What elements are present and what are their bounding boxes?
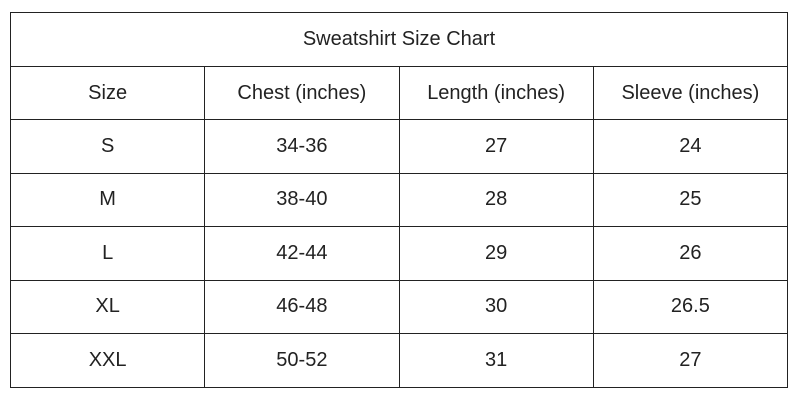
size-table: Sweatshirt Size Chart Size Chest (inches)… <box>9 12 789 388</box>
table-cell: XXL <box>9 333 206 388</box>
table-row: XL 46-48 30 26.5 <box>9 279 789 334</box>
table-row: M 38-40 28 25 <box>9 172 789 227</box>
table-cell: XL <box>9 279 206 334</box>
table-body: Sweatshirt Size Chart Size Chest (inches)… <box>9 12 789 388</box>
table-cell: M <box>9 172 206 227</box>
table-row: L 42-44 29 26 <box>9 226 789 281</box>
header-row: Size Chest (inches) Length (inches) Sleeve … <box>9 66 789 120</box>
table-cell: 38-40 <box>204 172 400 227</box>
table-cell: 27 <box>398 119 594 174</box>
table-cell: 24 <box>592 119 789 174</box>
table-cell: 42-44 <box>204 226 400 281</box>
table-cell: L <box>9 226 206 281</box>
table-cell: 34-36 <box>204 119 400 174</box>
table-cell: 26.5 <box>592 279 789 334</box>
table-title: Sweatshirt Size Chart <box>10 12 788 67</box>
column-header: Sleeve (inches) <box>592 66 789 120</box>
table-cell: S <box>9 119 206 174</box>
table-cell: 27 <box>592 333 789 388</box>
title-row: Sweatshirt Size Chart <box>10 12 788 67</box>
table-cell: 28 <box>398 172 594 227</box>
table-row: XXL 50-52 31 27 <box>9 333 789 388</box>
column-header: Size <box>9 66 206 120</box>
table-cell: 46-48 <box>204 279 400 334</box>
table-cell: 31 <box>398 333 594 388</box>
table-cell: 30 <box>398 279 594 334</box>
table-cell: 29 <box>398 226 594 281</box>
column-header: Chest (inches) <box>204 66 400 120</box>
table-cell: 25 <box>592 172 789 227</box>
table-row: S 34-36 27 24 <box>9 119 789 174</box>
column-header: Length (inches) <box>398 66 594 120</box>
table-cell: 26 <box>592 226 789 281</box>
table-cell: 50-52 <box>204 333 400 388</box>
